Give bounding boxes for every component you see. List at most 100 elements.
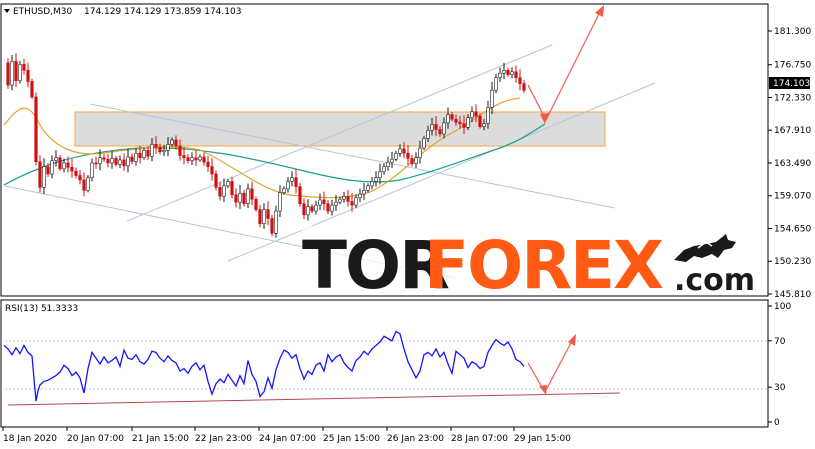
candle-body xyxy=(106,158,110,164)
candle-body xyxy=(446,114,450,124)
candle-body xyxy=(134,152,138,162)
candle-body xyxy=(322,199,326,204)
ma-fast-line xyxy=(3,97,521,199)
candle-body xyxy=(238,192,242,203)
candle-body xyxy=(290,177,294,182)
candle-body xyxy=(278,192,282,212)
candle-body xyxy=(282,188,286,193)
candle-body xyxy=(166,144,170,151)
candle-body xyxy=(90,162,94,179)
ma-slow-line xyxy=(3,123,546,186)
candle-body xyxy=(334,201,338,206)
candle-body xyxy=(194,157,198,161)
candle-body xyxy=(410,158,414,164)
candle-body xyxy=(274,210,278,234)
candle-body xyxy=(94,162,98,165)
price-tick-label: 167.910 xyxy=(774,126,811,136)
candle-body xyxy=(118,159,122,165)
candle-body xyxy=(190,157,194,161)
candle-body xyxy=(342,195,346,200)
time-tick-label: 29 Jan 15:00 xyxy=(514,434,571,444)
candle-body xyxy=(150,144,154,157)
candle-body xyxy=(198,156,202,161)
candle-body xyxy=(242,192,246,204)
candle-body xyxy=(474,111,478,117)
candle-body xyxy=(358,193,362,199)
candle-body xyxy=(418,147,422,159)
candle-body xyxy=(10,61,14,86)
candle-body xyxy=(482,123,486,127)
price-axis: 181.300 176.750 172.330 167.910 163.490 159.0… xyxy=(768,27,811,300)
price-tick-label: 163.490 xyxy=(774,159,811,169)
candle-body xyxy=(202,156,206,163)
rsi-panel-frame xyxy=(0,299,769,428)
candle-body xyxy=(218,187,222,197)
candle-body xyxy=(110,158,114,164)
channel-asc-lower xyxy=(227,82,656,262)
candle-body xyxy=(390,158,394,163)
rsi-line xyxy=(3,330,525,402)
candle-body xyxy=(518,77,522,84)
candle-body xyxy=(450,114,454,120)
candle-body xyxy=(398,148,402,154)
candle-body xyxy=(350,201,354,206)
candle-body xyxy=(402,148,406,154)
candle-body xyxy=(478,115,482,127)
candle-body xyxy=(422,138,426,149)
candle-body xyxy=(18,64,22,81)
rsi-tick-label: 100 xyxy=(774,302,791,312)
rsi-trendline xyxy=(7,392,621,406)
time-tick-label: 18 Jan 2020 xyxy=(3,434,57,444)
candle-body xyxy=(338,198,342,203)
candle-body xyxy=(498,72,502,78)
candle-body xyxy=(186,157,190,161)
candle-body xyxy=(46,166,50,175)
price-tick-label: 145.810 xyxy=(774,290,811,300)
bull-logo-icon xyxy=(674,234,736,262)
candle-body xyxy=(378,171,382,179)
svg-text:.com: .com xyxy=(674,263,755,298)
candle-body xyxy=(42,166,46,188)
candle-body xyxy=(370,181,374,187)
price-tick-label: 154.650 xyxy=(774,224,811,234)
candle-body xyxy=(6,62,10,86)
rsi-forecast-arrow-down xyxy=(527,362,547,395)
candle-body xyxy=(506,69,510,76)
candle-body xyxy=(434,124,438,130)
candle-body xyxy=(314,204,318,212)
channel-asc-upper xyxy=(126,44,553,222)
candle-body xyxy=(162,150,166,153)
candle-body xyxy=(514,71,518,78)
candle-body xyxy=(158,147,162,153)
candle-body xyxy=(142,150,146,159)
candle-body xyxy=(258,209,262,224)
candle-body xyxy=(86,177,90,191)
candle-body xyxy=(494,77,498,91)
candle-body xyxy=(50,160,54,175)
candle-body xyxy=(138,152,142,159)
candle-body xyxy=(82,179,86,191)
candle-body xyxy=(210,166,214,175)
last-price-label: 174.103 xyxy=(769,77,810,89)
rsi-forecast-arrow-up xyxy=(544,334,576,393)
candle-body xyxy=(306,206,310,216)
rsi-tick-label: 70 xyxy=(774,337,786,347)
last-price-value: 174.103 xyxy=(773,79,810,89)
candle-body xyxy=(510,71,514,76)
candle-body xyxy=(386,161,390,167)
candle-body xyxy=(302,203,306,216)
candle-body xyxy=(374,177,378,182)
candle-body xyxy=(466,117,470,128)
candle-body xyxy=(490,89,494,108)
candle-body xyxy=(414,157,418,164)
chart-ohlc: 174.129 174.129 173.859 174.103 xyxy=(84,7,241,17)
candle-body xyxy=(14,61,18,81)
candle-body xyxy=(114,158,118,165)
candle-body xyxy=(406,152,410,159)
candle-body xyxy=(438,129,442,135)
candle-body xyxy=(486,107,490,124)
rsi-tick-label: 30 xyxy=(774,383,786,393)
price-tick-label: 159.070 xyxy=(774,192,811,202)
candle-body xyxy=(102,157,106,160)
candle-body xyxy=(222,185,226,197)
